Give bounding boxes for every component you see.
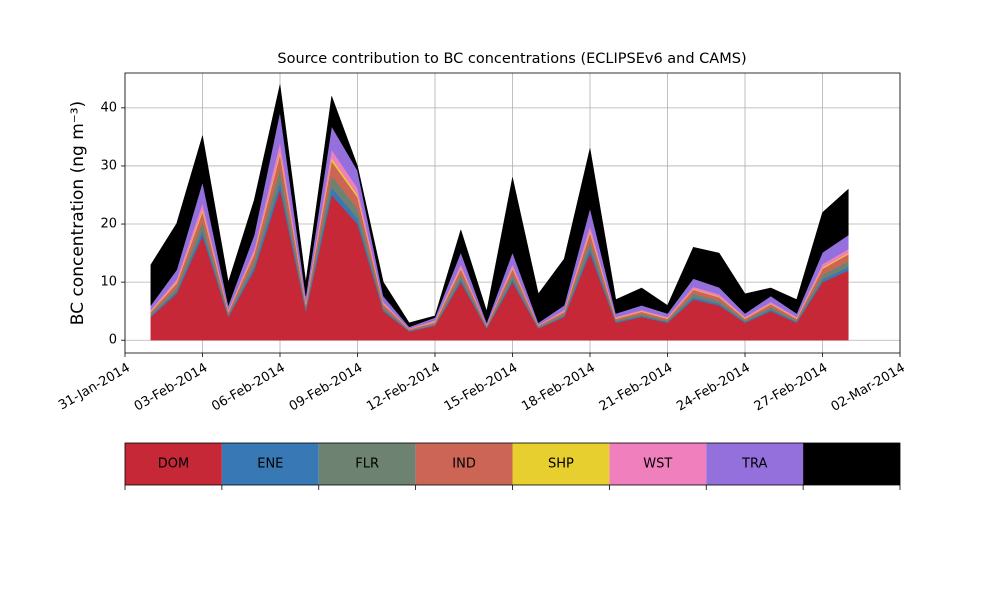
legend-swatch: [609, 443, 707, 485]
legend-swatch: [125, 443, 222, 485]
x-tick-label: 03-Feb-2014: [132, 361, 211, 415]
chart-title: Source contribution to BC concentrations…: [277, 51, 746, 67]
x-tick-label: 21-Feb-2014: [597, 361, 676, 415]
y-tick-label: 10: [100, 275, 117, 290]
legend-swatch: [803, 443, 900, 485]
legend-label: IND: [452, 457, 476, 472]
legend-swatch: [706, 443, 804, 485]
x-tick-label: 27-Feb-2014: [752, 361, 831, 415]
legend-label: SHP: [548, 457, 574, 472]
x-tick-label: 12-Feb-2014: [364, 361, 443, 415]
x-tick-label: 24-Feb-2014: [674, 361, 753, 415]
y-axis-label: BC concentration (ng m⁻³): [68, 101, 88, 325]
legend-swatch: [512, 443, 610, 485]
x-tick-label: 09-Feb-2014: [287, 361, 366, 415]
legend-label: TRA: [741, 457, 767, 472]
y-tick-label: 0: [109, 333, 117, 348]
x-tick-label: 06-Feb-2014: [209, 361, 288, 415]
legend-label: FLR: [355, 457, 379, 472]
legend-label: WST: [643, 457, 672, 472]
y-tick-label: 40: [100, 100, 117, 115]
legend-label: BB: [843, 457, 861, 472]
y-tick-label: 30: [100, 158, 117, 173]
x-tick-label: 02-Mar-2014: [829, 361, 908, 415]
legend-swatch: [415, 443, 513, 485]
legend-label: ENE: [257, 457, 283, 472]
legend-swatch: [221, 443, 319, 485]
area-bb: [150, 84, 849, 328]
y-tick-label: 20: [100, 217, 117, 232]
x-tick-label: 18-Feb-2014: [519, 361, 598, 415]
x-tick-label: 31-Jan-2014: [56, 361, 133, 414]
x-tick-label: 15-Feb-2014: [442, 361, 521, 415]
legend-label: DOM: [158, 457, 189, 472]
legend-swatch: [318, 443, 416, 485]
